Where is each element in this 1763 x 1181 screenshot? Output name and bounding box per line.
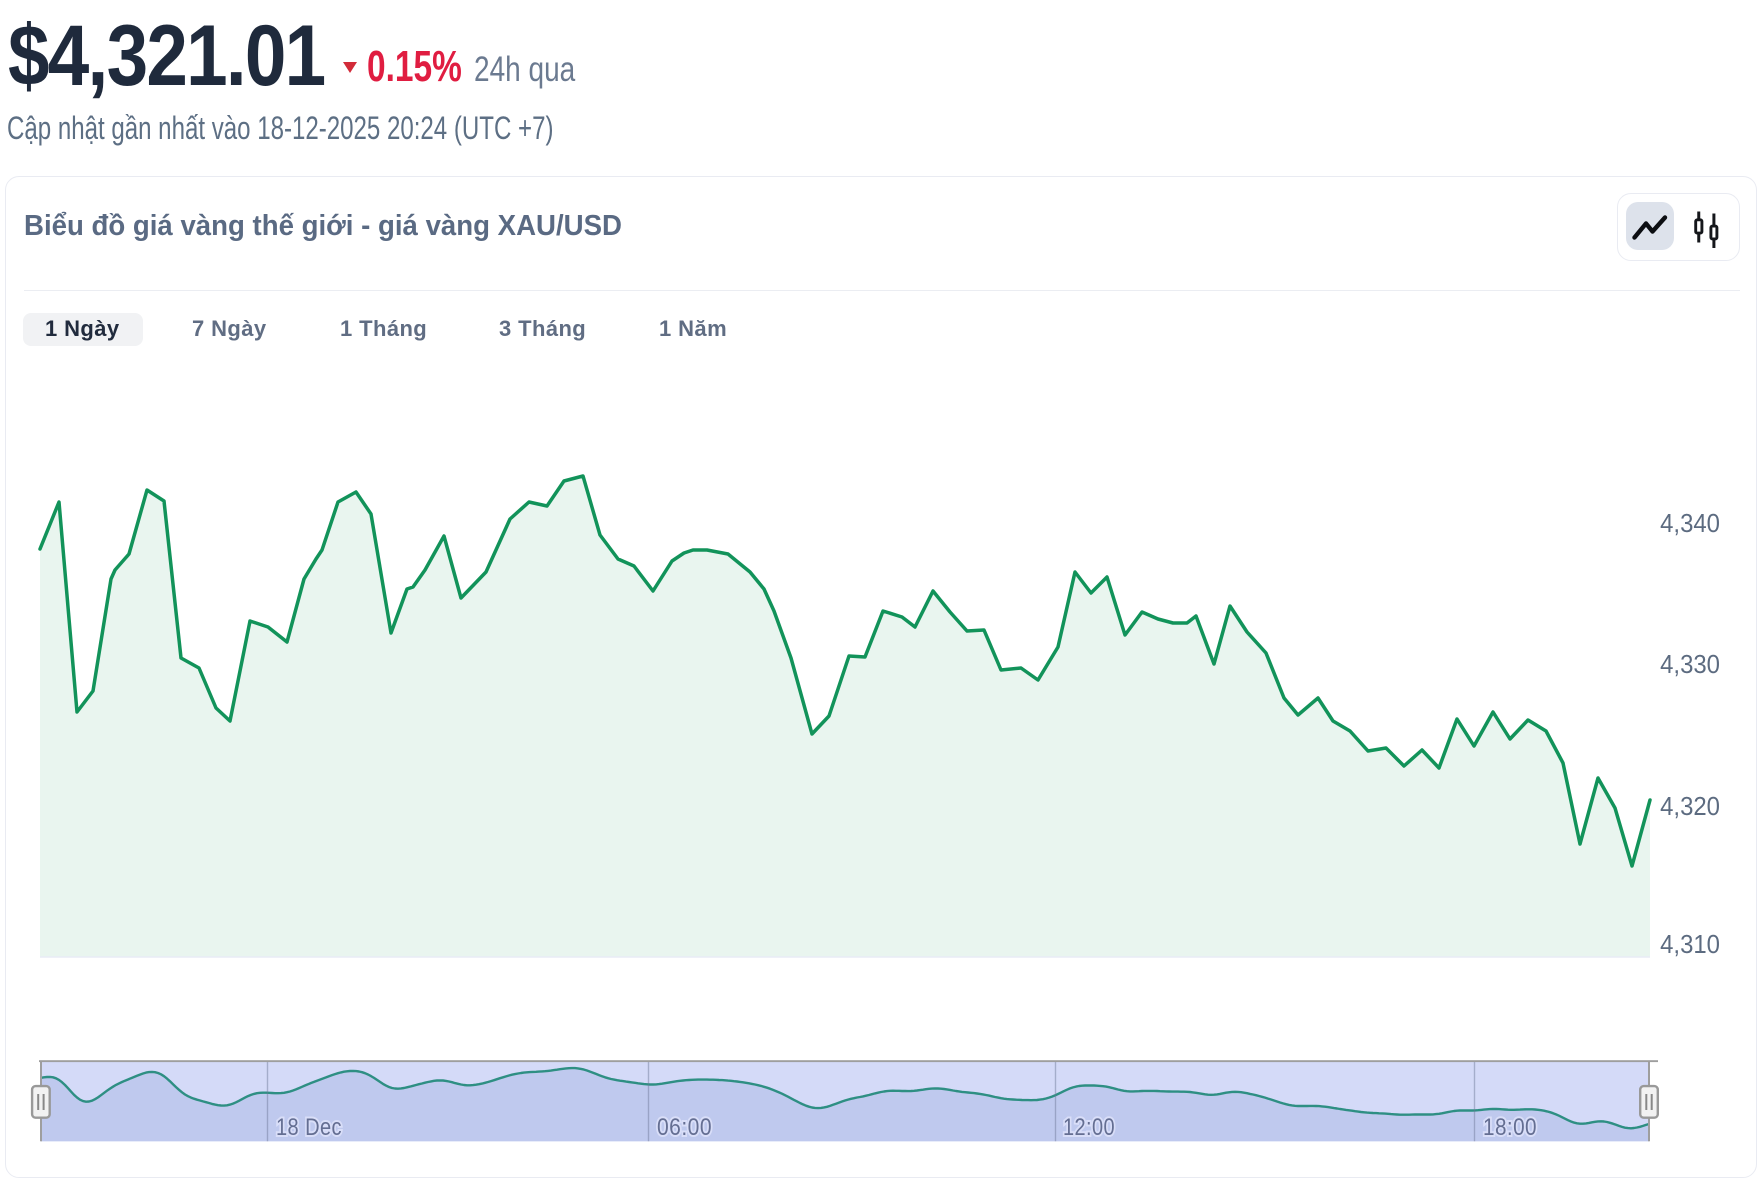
svg-text:12:00: 12:00 <box>1063 1114 1115 1141</box>
svg-text:18 Dec: 18 Dec <box>276 1114 342 1141</box>
svg-text:18:00: 18:00 <box>1483 1114 1537 1141</box>
svg-text:06:00: 06:00 <box>657 1114 712 1141</box>
